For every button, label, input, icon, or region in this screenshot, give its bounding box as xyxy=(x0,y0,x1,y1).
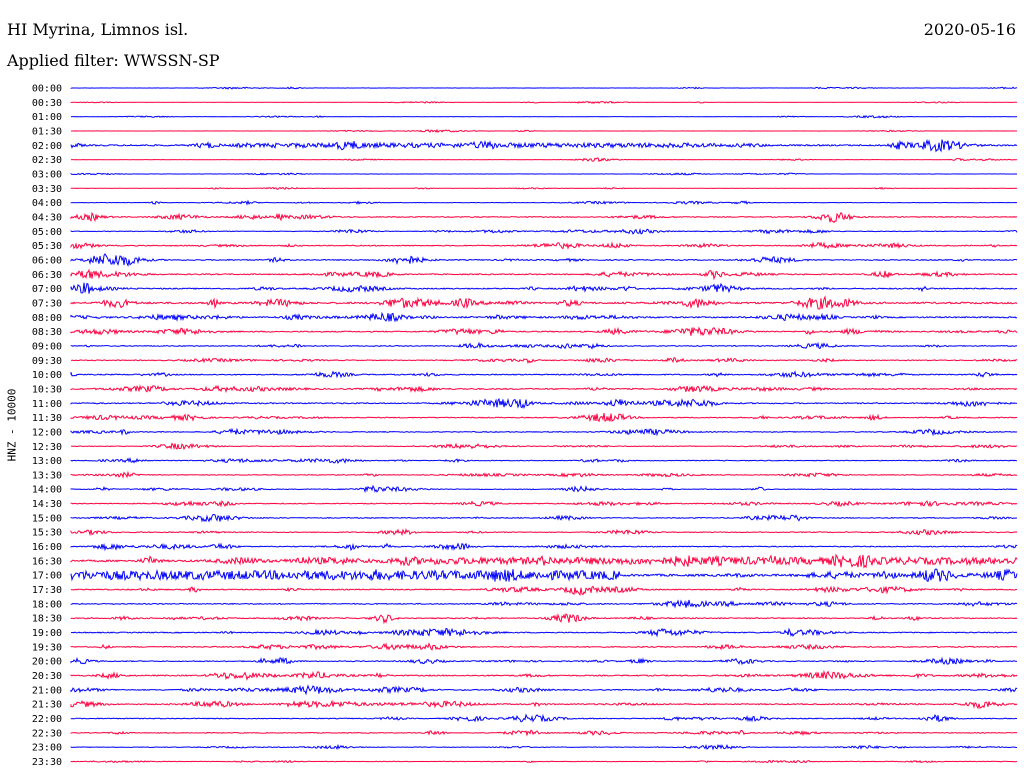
seismic-trace xyxy=(71,173,1017,175)
seismic-trace xyxy=(71,283,1017,294)
time-tick-label: 19:30 xyxy=(32,642,62,653)
time-tick-label: 11:00 xyxy=(32,399,62,410)
seismic-trace xyxy=(71,372,1017,377)
seismic-trace xyxy=(71,745,1017,749)
seismic-trace xyxy=(71,158,1017,161)
seismic-trace xyxy=(71,444,1017,450)
time-tick-label: 20:30 xyxy=(32,671,62,682)
time-tick-label: 13:30 xyxy=(32,470,62,481)
time-tick-label: 01:00 xyxy=(32,112,62,123)
seismic-trace xyxy=(71,343,1017,348)
time-tick-label: 04:00 xyxy=(32,198,62,209)
seismic-trace xyxy=(71,555,1017,567)
seismic-trace xyxy=(71,544,1017,550)
time-tick-label: 18:00 xyxy=(32,599,62,610)
seismic-trace xyxy=(71,102,1017,104)
time-tick-label: 10:30 xyxy=(32,384,62,395)
time-tick-label: 17:30 xyxy=(32,585,62,596)
seismic-trace xyxy=(71,473,1017,478)
seismic-trace xyxy=(71,686,1017,694)
time-tick-label: 10:00 xyxy=(32,370,62,381)
time-tick-label: 07:00 xyxy=(32,284,62,295)
seismic-trace xyxy=(71,328,1017,336)
seismic-trace xyxy=(71,243,1017,249)
seismic-trace xyxy=(71,270,1017,278)
seismic-trace xyxy=(71,413,1017,421)
seismic-trace xyxy=(71,429,1017,435)
seismic-trace xyxy=(71,313,1017,321)
seismic-trace xyxy=(71,672,1017,680)
seismic-trace xyxy=(71,586,1017,594)
time-tick-label: 09:00 xyxy=(32,341,62,352)
seismic-trace xyxy=(71,213,1017,223)
time-tick-label: 15:00 xyxy=(32,513,62,524)
time-tick-label: 05:00 xyxy=(32,227,62,238)
time-tick-label: 01:30 xyxy=(32,126,62,137)
time-tick-label: 21:00 xyxy=(32,685,62,696)
seismic-trace xyxy=(71,486,1017,492)
seismic-trace xyxy=(71,116,1017,118)
time-tick-label: 04:30 xyxy=(32,212,62,223)
time-tick-label: 22:00 xyxy=(32,714,62,725)
time-tick-label: 23:00 xyxy=(32,743,62,754)
time-tick-label: 00:00 xyxy=(32,84,62,95)
seismic-trace xyxy=(71,140,1017,152)
time-tick-label: 20:00 xyxy=(32,657,62,668)
time-tick-label: 21:30 xyxy=(32,700,62,711)
seismic-trace xyxy=(71,399,1017,408)
seismic-trace xyxy=(71,87,1017,89)
time-tick-label: 07:30 xyxy=(32,298,62,309)
seismic-trace xyxy=(71,358,1017,363)
seismic-trace xyxy=(71,644,1017,650)
time-tick-label: 02:30 xyxy=(32,155,62,166)
seismic-trace xyxy=(71,297,1017,309)
time-tick-label: 14:30 xyxy=(32,499,62,510)
seismic-trace xyxy=(71,386,1017,392)
time-tick-label: 03:30 xyxy=(32,184,62,195)
seismic-trace xyxy=(71,229,1017,234)
seismic-trace xyxy=(71,614,1017,623)
time-tick-label: 15:30 xyxy=(32,528,62,539)
time-tick-label: 11:30 xyxy=(32,413,62,424)
seismic-trace xyxy=(71,501,1017,506)
seismic-trace xyxy=(71,701,1017,708)
time-tick-label: 06:30 xyxy=(32,270,62,281)
seismic-trace xyxy=(71,515,1017,522)
time-tick-label: 02:00 xyxy=(32,141,62,152)
time-tick-label: 13:00 xyxy=(32,456,62,467)
time-tick-label: 06:00 xyxy=(32,255,62,266)
time-tick-label: 05:30 xyxy=(32,241,62,252)
seismic-trace xyxy=(71,130,1017,132)
seismic-trace xyxy=(71,629,1017,636)
time-tick-label: 12:30 xyxy=(32,442,62,453)
seismic-trace xyxy=(71,201,1017,204)
time-tick-label: 16:30 xyxy=(32,556,62,567)
seismic-trace xyxy=(71,187,1017,189)
seismic-trace xyxy=(71,530,1017,535)
time-tick-label: 14:00 xyxy=(32,485,62,496)
time-tick-label: 18:30 xyxy=(32,614,62,625)
time-tick-label: 17:00 xyxy=(32,571,62,582)
seismic-trace xyxy=(71,658,1017,664)
seismic-trace xyxy=(71,730,1017,735)
seismic-trace xyxy=(71,569,1017,582)
seismic-trace xyxy=(71,715,1017,722)
time-tick-label: 23:30 xyxy=(32,757,62,768)
seismic-trace xyxy=(71,254,1017,265)
seismic-trace xyxy=(71,600,1017,608)
time-tick-label: 16:00 xyxy=(32,542,62,553)
time-tick-label: 03:00 xyxy=(32,169,62,180)
time-tick-label: 09:30 xyxy=(32,356,62,367)
time-tick-label: 12:00 xyxy=(32,427,62,438)
seismic-trace xyxy=(71,761,1017,763)
time-tick-label: 08:30 xyxy=(32,327,62,338)
time-tick-label: 19:00 xyxy=(32,628,62,639)
time-tick-label: 08:00 xyxy=(32,313,62,324)
time-tick-label: 00:30 xyxy=(32,98,62,109)
seismic-trace xyxy=(71,459,1017,463)
time-tick-label: 22:30 xyxy=(32,728,62,739)
